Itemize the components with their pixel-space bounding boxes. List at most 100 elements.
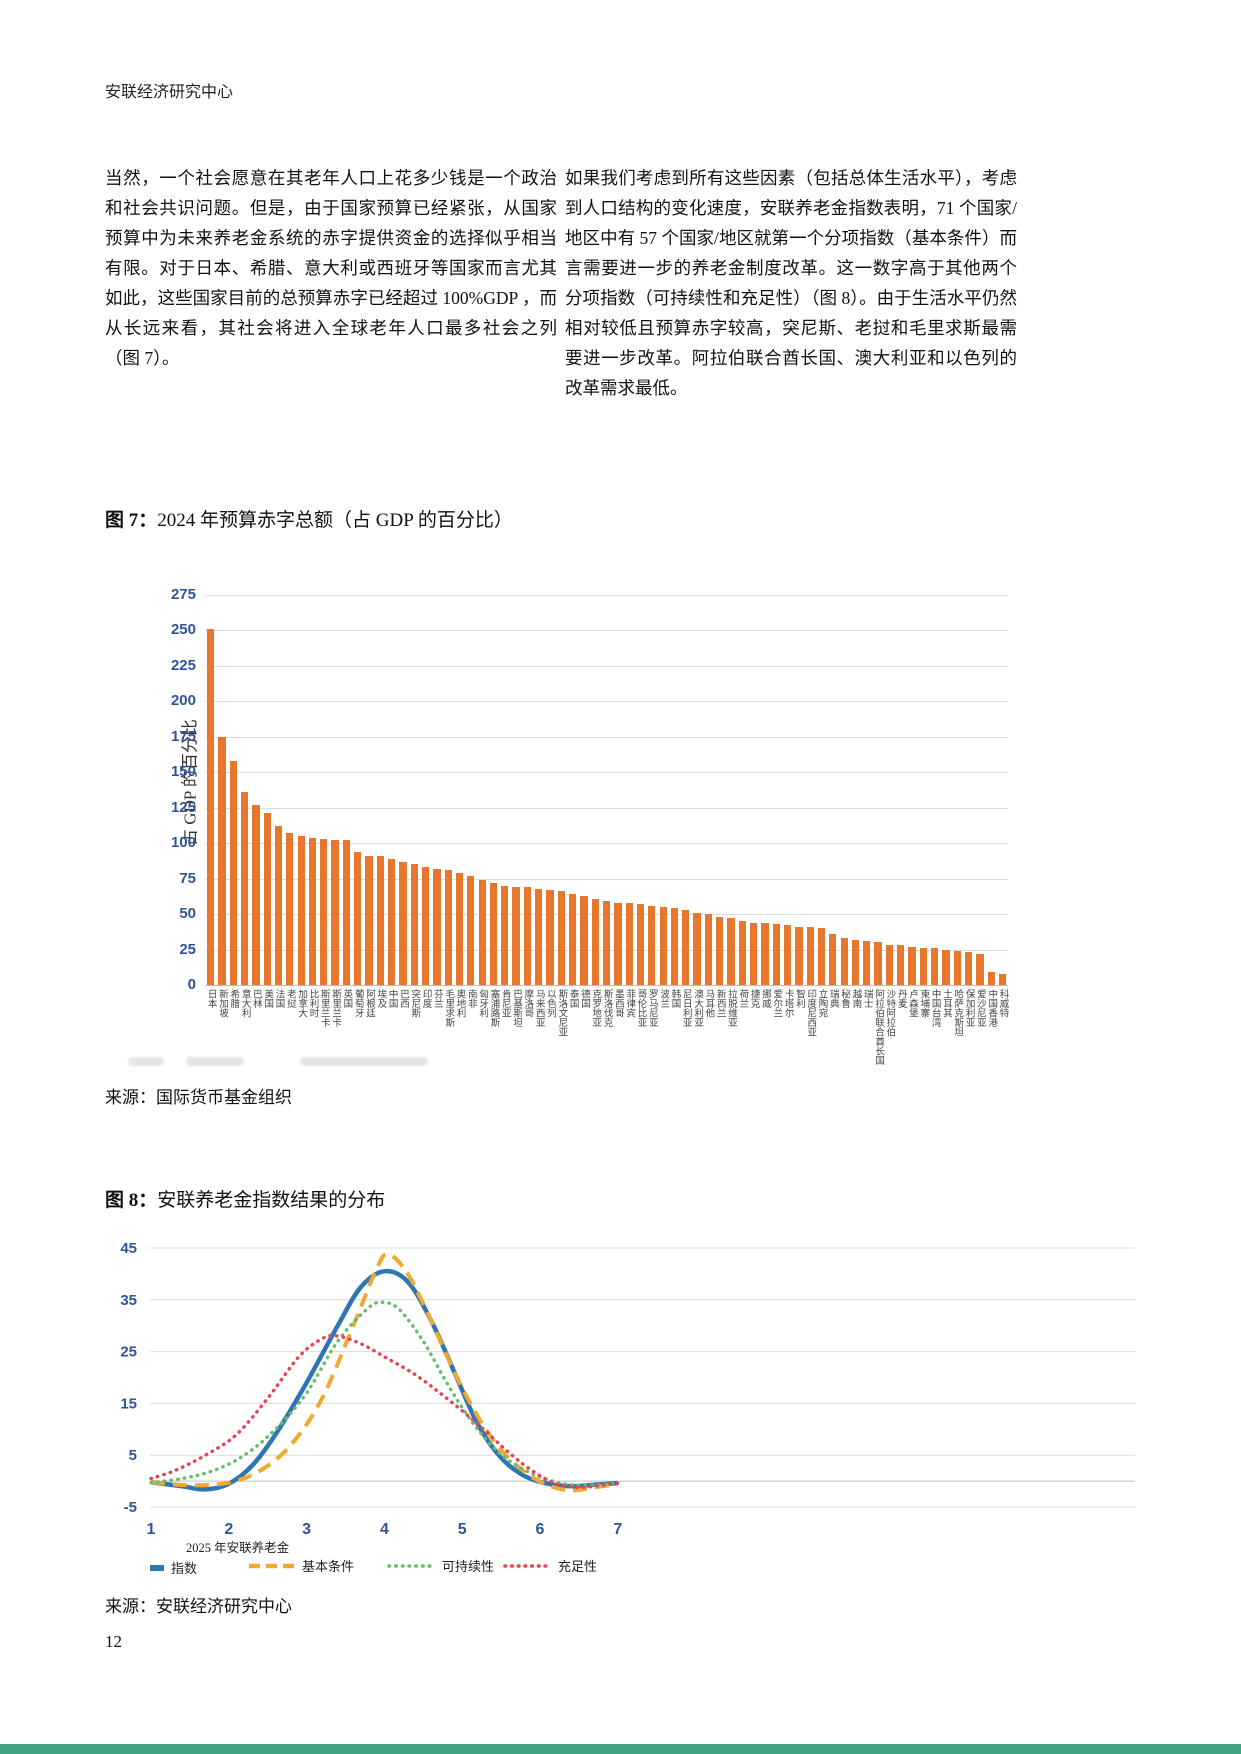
figure8-caption-label: 图 8： bbox=[105, 1190, 158, 1211]
bar-label: 意大利 bbox=[239, 989, 251, 1018]
bar bbox=[229, 760, 237, 985]
bar-label: 马来西亚 bbox=[533, 989, 545, 1027]
bar-label: 爱尔兰 bbox=[771, 989, 783, 1018]
bar-label: 埃及 bbox=[375, 989, 387, 1008]
bar-label: 斯里兰卡 bbox=[318, 989, 330, 1027]
bar bbox=[331, 840, 339, 985]
bar-label: 巴西 bbox=[397, 989, 409, 1008]
bar bbox=[953, 950, 961, 985]
bar bbox=[897, 945, 905, 985]
bar-label: 葡萄牙 bbox=[352, 989, 364, 1018]
bar bbox=[885, 945, 894, 985]
bar-label: 突尼斯 bbox=[409, 989, 421, 1018]
bar-label: 中国香港 bbox=[986, 989, 998, 1027]
bar-label: 印度 bbox=[420, 989, 432, 1008]
figure8-source: 来源：安联经济研究中心 bbox=[105, 1597, 292, 1616]
bar-label: 柬埔寨 bbox=[918, 989, 930, 1018]
legend-item-index: 2025 年安联养老金 指数 bbox=[148, 1537, 289, 1577]
figure7-source: 来源：国际货币基金组织 bbox=[105, 1088, 292, 1107]
bar bbox=[738, 921, 746, 985]
bar bbox=[783, 925, 792, 985]
bar-label: 智利 bbox=[793, 989, 805, 1008]
bar-label: 斯洛伐克 bbox=[601, 989, 613, 1027]
y-tick-label: 0 bbox=[187, 976, 196, 993]
figure7-category-labels: 日本 新加坡 希腊 意大利 巴林 美国 法国 老挝 加拿大 比利时 斯里兰卡 斯里兰卡 英国 葡萄牙 阿根廷… bbox=[205, 989, 1009, 1075]
bar bbox=[716, 916, 724, 985]
sustainability-line-swatch bbox=[387, 1558, 437, 1574]
bar-label: 泰国 bbox=[567, 989, 579, 1008]
bar bbox=[286, 833, 294, 985]
x-tick-label: 7 bbox=[613, 1521, 622, 1538]
bar bbox=[851, 939, 860, 985]
print-artifact bbox=[186, 1057, 244, 1066]
y-tick-label: 5 bbox=[129, 1447, 137, 1464]
bar bbox=[501, 885, 509, 985]
bar bbox=[365, 855, 373, 985]
bar bbox=[919, 948, 927, 985]
y-tick-label: 100 bbox=[170, 834, 196, 852]
bar-label: 德国 bbox=[578, 989, 590, 1008]
bar bbox=[535, 888, 543, 985]
bar-label: 中国 bbox=[386, 989, 398, 1008]
bar-label: 科威特 bbox=[997, 989, 1009, 1018]
body-paragraph-right: 如果我们考虑到所有这些因素（包括总体生活水平），考虑到人口结构的变化速度，安联养… bbox=[565, 168, 1017, 398]
bar-label: 毛里求斯 bbox=[443, 989, 455, 1027]
bar bbox=[693, 912, 701, 985]
bar-label: 南非 bbox=[465, 989, 477, 1008]
bar bbox=[998, 973, 1007, 985]
bar bbox=[761, 922, 769, 985]
figure8-caption-text: 安联养老金指数结果的分布 bbox=[157, 1190, 386, 1211]
footer-accent-bar bbox=[0, 1744, 1241, 1754]
bar bbox=[512, 887, 520, 985]
bar-label: 瑞士 bbox=[861, 989, 873, 1008]
basic-conditions-line-swatch bbox=[247, 1558, 297, 1574]
bar bbox=[240, 792, 249, 985]
bar-label: 哈萨克斯坦 bbox=[952, 989, 964, 1037]
bar-label: 希腊 bbox=[228, 989, 240, 1008]
bar bbox=[772, 924, 780, 985]
bar-label: 斯里兰卡 bbox=[330, 989, 342, 1027]
figure7-caption: 图 7：2024 年预算赤字总额（占 GDP 的百分比） bbox=[105, 505, 513, 532]
y-tick-label: 150 bbox=[170, 763, 196, 781]
y-tick-label: 200 bbox=[170, 692, 196, 710]
bar-label: 新西兰 bbox=[714, 989, 726, 1018]
bar-label: 肯尼亚 bbox=[499, 989, 511, 1018]
bar bbox=[478, 880, 486, 985]
bar-label: 波兰 bbox=[658, 989, 670, 1008]
bar-label: 尼日利亚 bbox=[680, 989, 692, 1027]
adequacy-line-swatch bbox=[503, 1558, 553, 1574]
bar bbox=[399, 861, 407, 985]
bar bbox=[659, 907, 667, 985]
x-tick-label: 6 bbox=[536, 1521, 545, 1538]
bar bbox=[376, 855, 384, 985]
x-tick-label: 3 bbox=[302, 1521, 311, 1538]
series-line-dotted bbox=[149, 1333, 620, 1490]
gridline bbox=[205, 736, 1008, 738]
print-artifact bbox=[300, 1057, 428, 1066]
bar bbox=[874, 942, 882, 985]
legend-item-adequacy: 充足性 bbox=[503, 1556, 597, 1575]
figure7-caption-label: 图 7： bbox=[105, 510, 158, 531]
y-tick-label: 225 bbox=[170, 656, 196, 674]
bar-label: 印度尼西亚 bbox=[805, 989, 817, 1037]
bar bbox=[795, 926, 803, 985]
bar bbox=[252, 804, 260, 985]
print-artifact bbox=[128, 1057, 164, 1066]
bar-label: 阿根廷 bbox=[364, 989, 376, 1018]
bar bbox=[320, 838, 328, 985]
bar-label: 老挝 bbox=[284, 989, 296, 1008]
bar bbox=[354, 851, 362, 985]
bar-label: 墨西哥 bbox=[612, 989, 624, 1018]
bar bbox=[557, 891, 565, 985]
bar bbox=[207, 629, 215, 985]
bar bbox=[750, 922, 758, 985]
series-line-dotted bbox=[149, 1300, 620, 1487]
bar-label: 斯洛文尼亚 bbox=[556, 989, 568, 1037]
bar bbox=[467, 875, 475, 985]
bar bbox=[388, 858, 396, 985]
bar-label: 澳大利亚 bbox=[692, 989, 704, 1027]
gridline bbox=[205, 595, 1008, 596]
bar bbox=[931, 948, 939, 985]
bar-label: 卢森堡 bbox=[907, 989, 919, 1018]
figure8-line-chart: 45 35 25 15 5 -5 1 2 3 4 5 6 7 bbox=[95, 1210, 1141, 1551]
